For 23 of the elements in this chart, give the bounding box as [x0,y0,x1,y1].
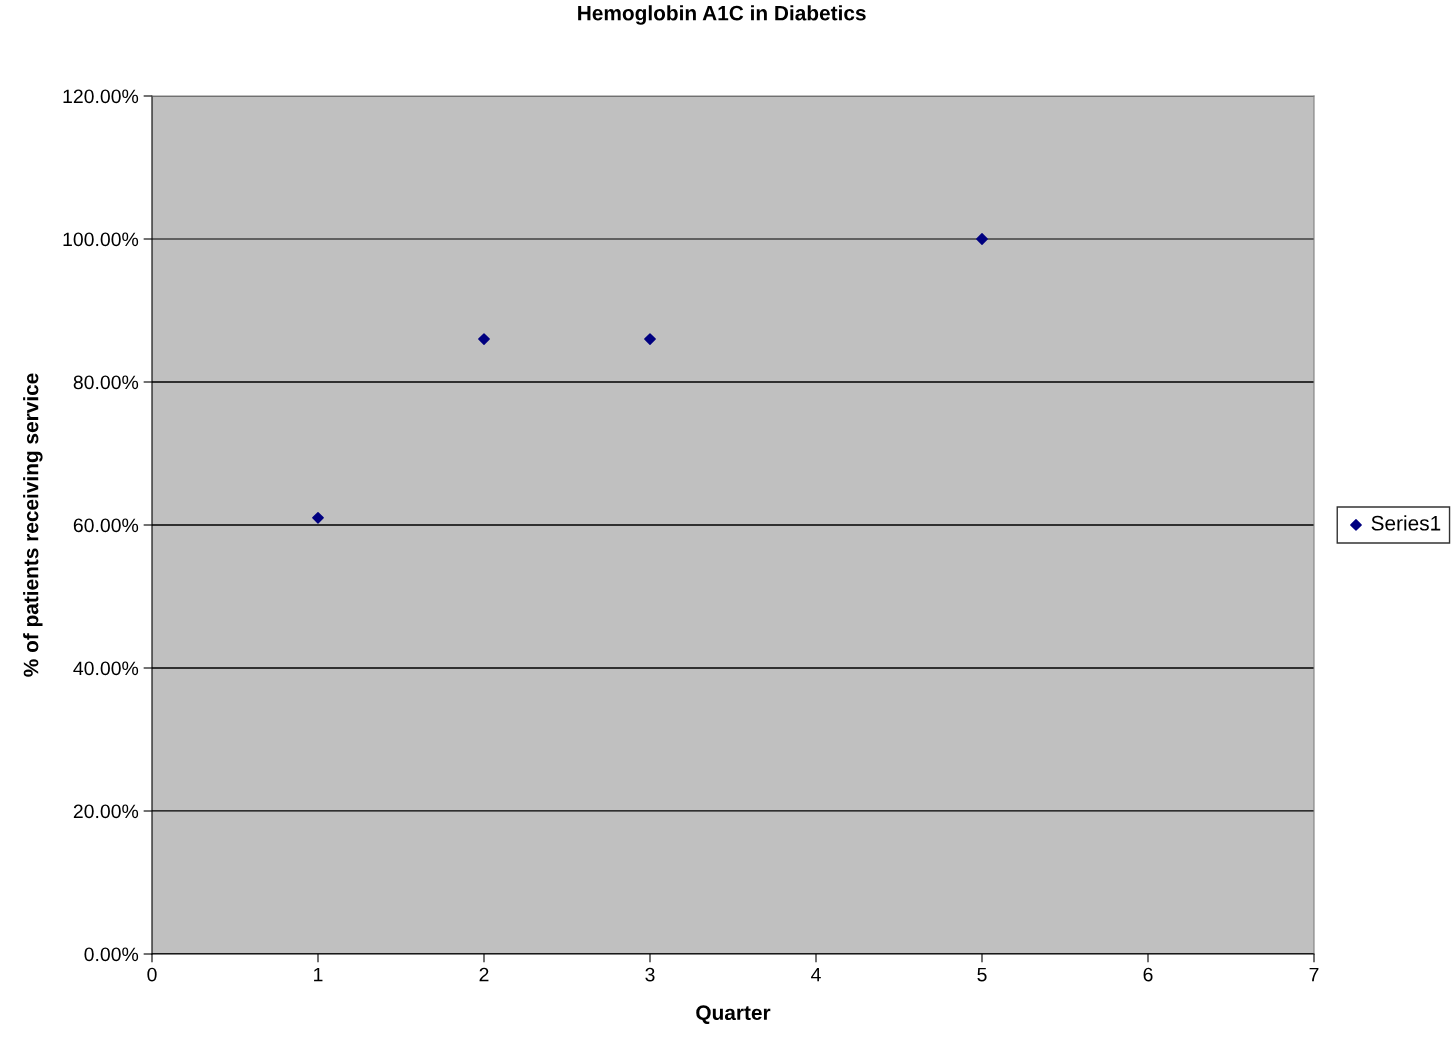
x-tick-label: 7 [1309,967,1319,982]
x-tick-label: 3 [645,967,655,982]
y-tick-label: 80.00% [73,375,139,390]
y-axis-title: % of patients receiving service [23,373,43,677]
point [312,511,324,524]
x-tick-label: 2 [479,967,489,982]
x-tick-label: 4 [811,967,821,982]
y-tick-label: 120.00% [63,89,139,104]
x-tick-label: 1 [314,967,323,982]
y-tick-label: 40.00% [73,661,139,676]
y-tick-label: 0.00% [84,947,139,962]
point [976,233,988,245]
point [478,333,490,345]
legend-label: Series1 [1371,515,1441,531]
y-tick-label: 100.00% [63,232,139,247]
x-tick-label: 6 [1143,967,1153,982]
x-tick-label: 5 [977,967,987,982]
x-axis-title: Quarter [696,1005,771,1024]
point [644,333,656,345]
y-tick-label: 60.00% [73,518,139,533]
chart-title: Hemoglobin A1C in Diabetics [578,5,866,25]
x-tick-label: 0 [147,967,157,982]
y-tick-label: 20.00% [73,804,139,819]
